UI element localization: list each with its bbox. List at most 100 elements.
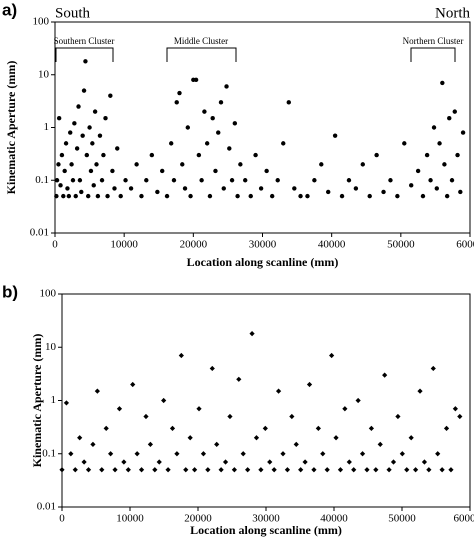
point (275, 178, 280, 183)
y-tick-label: 0.01 (37, 501, 56, 513)
point (121, 459, 127, 465)
point (79, 189, 84, 195)
y-tick-label: 10 (38, 68, 50, 80)
point (134, 162, 139, 167)
point (382, 372, 388, 378)
point (182, 186, 188, 191)
point (116, 406, 123, 412)
point (452, 406, 458, 412)
x-tick-label: 600000 (454, 513, 474, 525)
y-tick-label: 1 (51, 394, 57, 406)
point (86, 193, 91, 199)
point (332, 133, 338, 138)
point (185, 125, 190, 130)
x-tick-label: 0 (52, 239, 58, 251)
x-tick-label: 40000 (320, 513, 348, 525)
point (229, 178, 235, 183)
point (236, 376, 242, 382)
point (232, 121, 238, 126)
point (59, 152, 65, 158)
point (395, 413, 401, 420)
point (216, 130, 221, 135)
point (386, 467, 392, 473)
point (115, 146, 120, 151)
point (95, 193, 101, 199)
point (92, 109, 98, 114)
point (72, 121, 77, 126)
point (196, 152, 202, 158)
point (409, 183, 414, 188)
point (62, 168, 67, 174)
y-tick-label: 0.1 (35, 174, 49, 186)
point (134, 451, 140, 457)
point (448, 467, 454, 473)
point (169, 141, 174, 146)
panel-label: a) (2, 0, 17, 19)
point (209, 365, 215, 372)
point (77, 178, 83, 183)
point (337, 467, 344, 473)
point (293, 441, 299, 447)
point (58, 183, 63, 188)
point (315, 425, 321, 431)
y-tick-label: 1 (44, 121, 50, 133)
point (164, 193, 170, 199)
point (455, 152, 460, 158)
point (245, 467, 251, 473)
point (457, 413, 463, 420)
point (99, 467, 105, 473)
point (329, 352, 335, 359)
point (395, 193, 400, 199)
point (240, 451, 246, 457)
point (63, 141, 69, 146)
point (94, 162, 99, 167)
point (381, 189, 386, 195)
point (305, 193, 310, 199)
point (440, 80, 445, 86)
point (390, 459, 397, 465)
point (108, 93, 113, 98)
x-tick-label: 0 (59, 513, 65, 525)
point (152, 467, 158, 473)
point (139, 193, 144, 199)
point (160, 168, 165, 174)
point (289, 413, 295, 420)
point (243, 178, 248, 183)
point (214, 441, 220, 447)
point (222, 459, 229, 465)
point (63, 400, 70, 406)
point (99, 178, 105, 183)
point (435, 451, 441, 457)
point (377, 441, 383, 447)
point (271, 467, 277, 473)
point (437, 141, 442, 146)
point (227, 146, 232, 151)
annotation: Middle Cluster (174, 36, 228, 46)
point (359, 451, 366, 457)
point (101, 152, 106, 158)
point (368, 425, 374, 431)
point (264, 168, 269, 174)
x-tick-label: 20000 (180, 239, 208, 251)
point (77, 435, 83, 441)
point (364, 467, 370, 473)
point (59, 467, 65, 473)
point (320, 451, 326, 457)
point (458, 189, 463, 195)
point (221, 186, 226, 191)
point (262, 425, 268, 431)
point (177, 90, 182, 96)
point (56, 162, 61, 167)
x-tick-label: 40000 (318, 239, 346, 251)
point (207, 193, 213, 199)
point (91, 183, 96, 188)
point (275, 388, 282, 394)
point (144, 178, 149, 183)
point (280, 451, 286, 457)
point (417, 388, 423, 394)
point (94, 388, 100, 394)
y-tick-label: 10 (45, 341, 57, 353)
point (319, 162, 324, 167)
cluster-bracket (410, 47, 456, 62)
point (404, 467, 410, 473)
